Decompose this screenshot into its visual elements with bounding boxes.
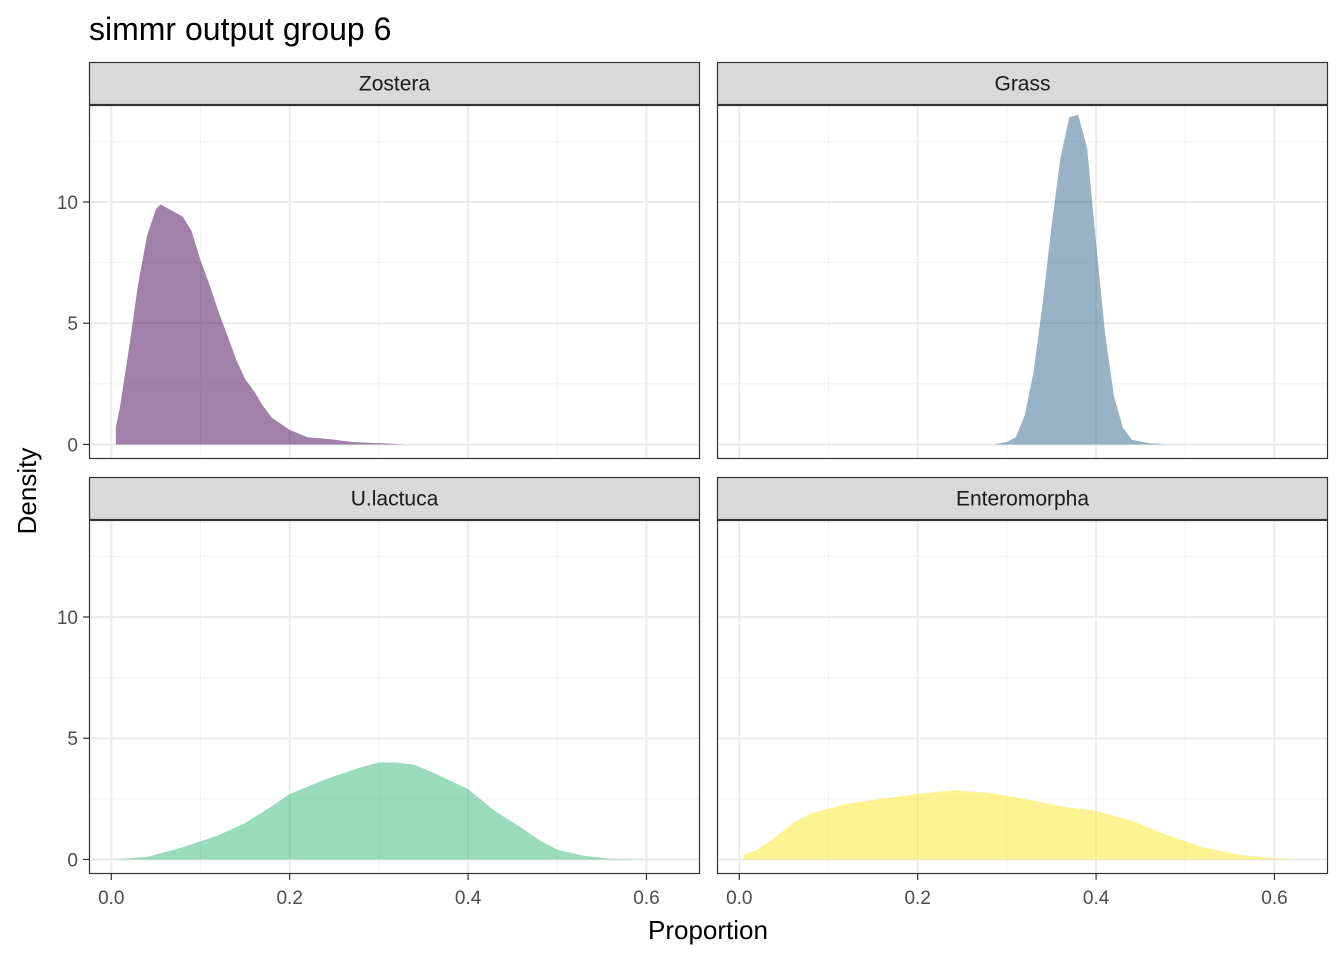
y-axis-title: Density <box>12 448 42 535</box>
facet-strip <box>716 476 1329 521</box>
facet-panel-enteromorpha: Enteromorpha 0.0 0.2 0.4 0.6 <box>716 476 1329 909</box>
x-tick-label: 0.6 <box>633 888 659 909</box>
facet-strip-label: Enteromorpha <box>956 488 1089 511</box>
x-tick-label: 0.4 <box>455 888 482 909</box>
panel-border <box>716 519 1329 875</box>
y-tick-label: 10 <box>57 193 78 214</box>
x-axis-title: Proportion <box>648 915 768 945</box>
x-tick-label: 0.0 <box>98 888 124 909</box>
facet-strip <box>716 61 1329 106</box>
panel-border <box>88 519 701 875</box>
y-tick-label: 0 <box>67 850 78 871</box>
facet-strip-label: Grass <box>994 73 1050 96</box>
facet-panel-u-lactuca: U.lactuca 0 5 10 0.0 0.2 0.4 0.6 <box>57 476 701 909</box>
density-area-grass <box>993 114 1168 445</box>
facet-panel-zostera: Zostera 0 5 10 <box>57 61 701 460</box>
x-tick-label: 0.4 <box>1083 888 1110 909</box>
y-tick-label: 5 <box>67 729 78 750</box>
facet-strip-label: U.lactuca <box>351 488 439 511</box>
y-tick-label: 10 <box>57 608 78 629</box>
x-tick-label: 0.6 <box>1261 888 1287 909</box>
density-area-u-lactuca <box>111 762 647 860</box>
facet-panels: Zostera 0 5 10 Grass U.lactuca 0 5 10 0.0 0.2 0.4 0.… <box>57 61 1329 909</box>
x-tick-label: 0.2 <box>276 888 302 909</box>
y-tick-label: 5 <box>67 314 78 335</box>
density-area-enteromorpha <box>743 790 1297 860</box>
facet-strip-label: Zostera <box>359 73 431 96</box>
chart-title: simmr output group 6 <box>89 11 391 47</box>
x-tick-label: 0.0 <box>726 888 752 909</box>
facet-strip <box>88 61 701 106</box>
facet-panel-grass: Grass <box>716 61 1329 460</box>
y-tick-label: 0 <box>67 435 78 456</box>
facet-strip <box>88 476 701 521</box>
x-tick-label: 0.2 <box>904 888 930 909</box>
density-area-zostera <box>115 204 406 445</box>
panel-border <box>716 104 1329 460</box>
panel-border <box>88 104 701 460</box>
